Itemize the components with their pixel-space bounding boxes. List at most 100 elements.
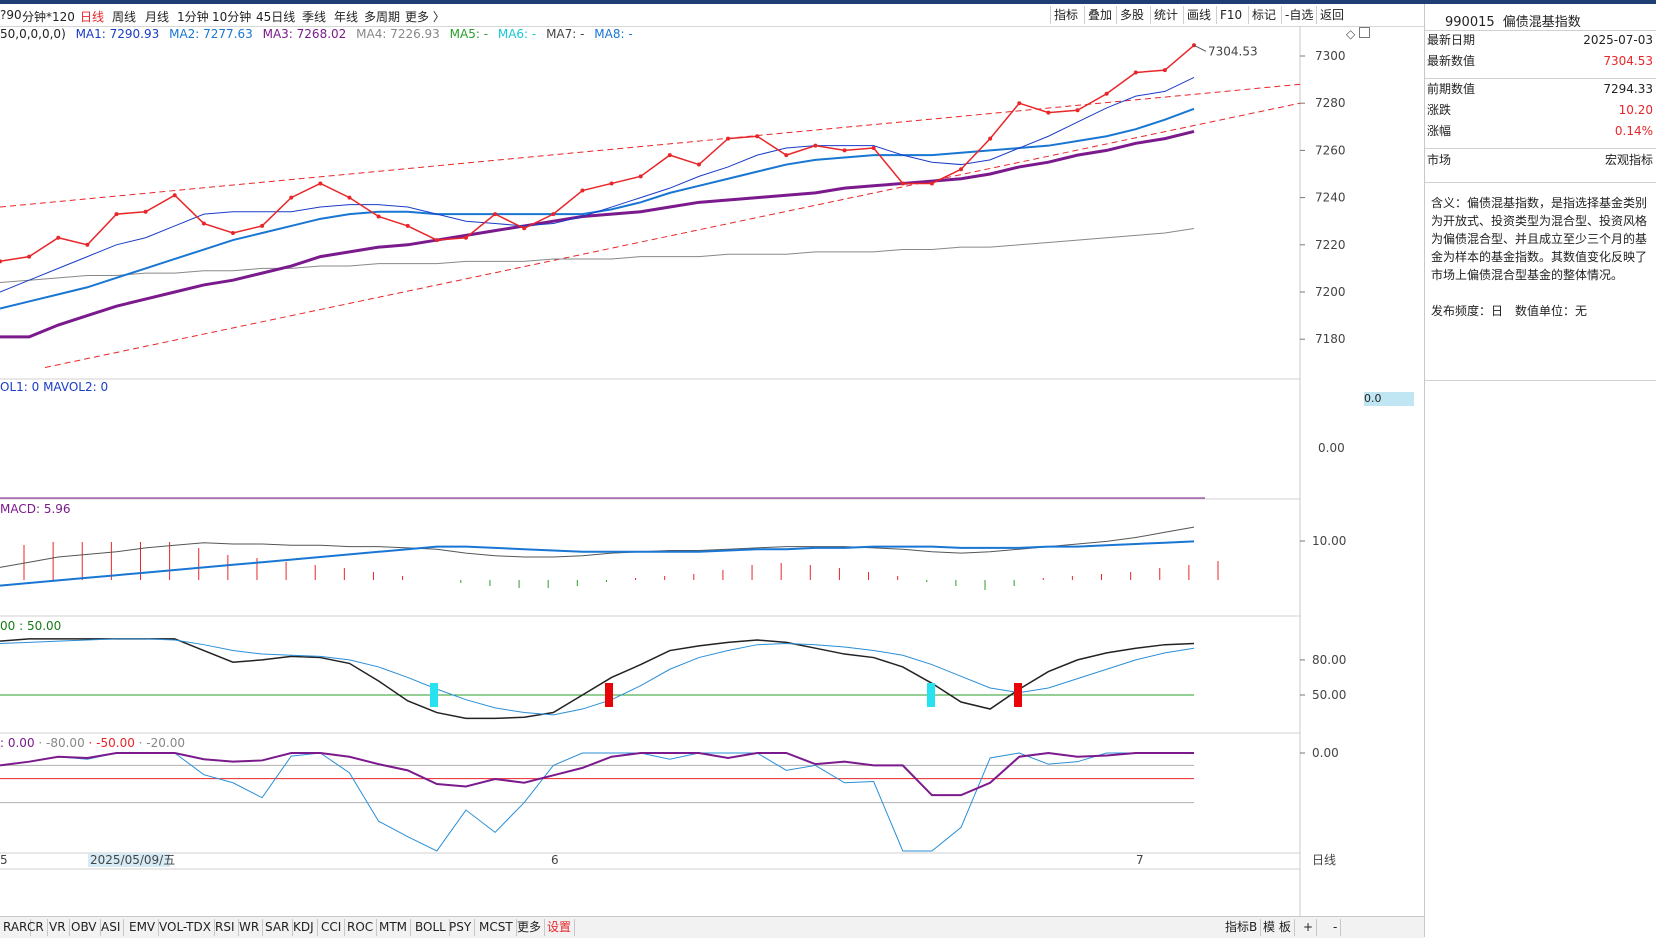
bottom-control-1[interactable]: 模 板 bbox=[1260, 919, 1295, 936]
date-label-period: 日线 bbox=[1312, 853, 1336, 867]
indicator-tab-15[interactable]: PSY bbox=[446, 919, 476, 936]
indicator-tab-6[interactable]: VOL-TDX bbox=[156, 919, 215, 936]
indicator-tab-14[interactable]: BOLL bbox=[412, 919, 450, 936]
ma4-value: MA4: 7226.93 bbox=[356, 27, 440, 41]
period-tab-7[interactable]: 45日线 bbox=[256, 10, 296, 24]
price-point bbox=[114, 212, 119, 217]
info-value: 0.14% bbox=[1614, 124, 1653, 138]
indicator-tab-5[interactable]: EMV bbox=[126, 919, 160, 936]
price-point bbox=[56, 235, 61, 240]
price-point bbox=[201, 221, 206, 226]
period-tab-0[interactable]: ?90 bbox=[0, 8, 22, 22]
period-tab-11[interactable]: 更多 〉 bbox=[405, 10, 445, 24]
info-value: 7304.53 bbox=[1603, 54, 1653, 68]
price-point bbox=[172, 193, 177, 198]
divider bbox=[1425, 78, 1656, 79]
price-point bbox=[347, 195, 352, 200]
date-highlight-box bbox=[88, 853, 170, 867]
price-point bbox=[289, 195, 294, 200]
toolbar-button-7[interactable]: -自选 bbox=[1281, 6, 1316, 24]
indicator-tab-2[interactable]: VR bbox=[46, 919, 70, 936]
indicator-tab-3[interactable]: OBV bbox=[68, 919, 101, 936]
axis-label-main: 7180 bbox=[1315, 332, 1346, 346]
info-label: 涨跌 bbox=[1427, 103, 1452, 117]
period-tab-1[interactable]: 分钟*120 bbox=[22, 10, 75, 24]
channel-upper-line bbox=[0, 83, 1301, 208]
vol-legend: OL1: 0 MAVOL2: 0 bbox=[0, 380, 109, 394]
indicator-tab-13[interactable]: MTM bbox=[376, 919, 412, 936]
kdj-signal-marker bbox=[430, 683, 438, 707]
toolbar-button-2[interactable]: 多股 bbox=[1116, 6, 1147, 24]
restore-icon[interactable] bbox=[1359, 27, 1371, 38]
indicator-tab-0[interactable]: RAR bbox=[0, 919, 32, 936]
indicator-tab-18[interactable]: 设置 bbox=[544, 919, 576, 936]
period-tab-6[interactable]: 10分钟 bbox=[212, 10, 252, 24]
axis-label-main: 7200 bbox=[1315, 285, 1346, 299]
period-tab-4[interactable]: 月线 bbox=[145, 10, 170, 24]
toolbar-button-4[interactable]: 画线 bbox=[1183, 6, 1214, 24]
bottom-control-0[interactable]: 指标B bbox=[1222, 919, 1262, 936]
wr-legend: : 0.00 · -80.00 · -50.00 · -20.00 bbox=[0, 736, 185, 750]
ma1-line bbox=[0, 76, 1195, 293]
ma2-value: MA2: 7277.63 bbox=[169, 27, 253, 41]
period-tab-2[interactable]: 日线 bbox=[80, 10, 105, 24]
wr-value: : 0.00 bbox=[0, 736, 35, 750]
price-point bbox=[27, 254, 32, 259]
ma7-value: MA7: - bbox=[546, 27, 585, 41]
axis-label-macd: 10.00 bbox=[1312, 534, 1346, 548]
divider bbox=[1425, 30, 1656, 31]
indicator-tab-16[interactable]: MCST bbox=[476, 919, 517, 936]
price-point bbox=[522, 226, 527, 231]
ma3-line bbox=[0, 130, 1195, 339]
indicator-tab-17[interactable]: 更多 bbox=[514, 919, 546, 936]
kdj-k-line bbox=[0, 638, 1195, 720]
kdj-d-line bbox=[0, 638, 1195, 716]
macd-legend: MACD: 5.96 bbox=[0, 502, 71, 516]
period-tab-8[interactable]: 季线 bbox=[302, 10, 327, 24]
toolbar-button-0[interactable]: 指标 bbox=[1050, 6, 1081, 24]
indicator-tab-10[interactable]: KDJ bbox=[290, 919, 318, 936]
channel-lower-line bbox=[44, 102, 1301, 369]
price-point bbox=[463, 235, 468, 240]
period-tab-5[interactable]: 1分钟 bbox=[177, 10, 209, 24]
indicator-tab-11[interactable]: CCI bbox=[318, 919, 346, 936]
period-tab-10[interactable]: 多周期 bbox=[364, 10, 401, 24]
axis-label-main: 7300 bbox=[1315, 49, 1346, 63]
price-point bbox=[143, 209, 148, 214]
price-point bbox=[988, 136, 993, 141]
bottom-control-3[interactable]: - bbox=[1330, 919, 1342, 936]
info-row: 最新日期 2025-07-03 bbox=[1427, 30, 1653, 50]
price-point bbox=[638, 174, 643, 179]
price-point bbox=[1017, 101, 1022, 106]
divider bbox=[1425, 148, 1656, 149]
toolbar-button-5[interactable]: F10 bbox=[1216, 6, 1245, 24]
bottom-control-2[interactable]: + bbox=[1300, 919, 1318, 936]
indicator-tab-12[interactable]: ROC bbox=[344, 919, 378, 936]
chart-ctrl-icons[interactable]: ◇ bbox=[1346, 27, 1371, 41]
indicator-tab-9[interactable]: SAR bbox=[262, 919, 294, 936]
vol-tag: 0.0 bbox=[1364, 392, 1414, 406]
price-point bbox=[434, 238, 439, 243]
price-point bbox=[813, 143, 818, 148]
indicator-tab-4[interactable]: ASI bbox=[98, 919, 125, 936]
period-toolbar: ?90 分钟*120 日线 周线 月线 1分钟 10分钟 45日线 季线 年线 多周期 更多 〉 指标叠… bbox=[0, 4, 1424, 27]
price-point bbox=[0, 259, 2, 264]
toolbar-button-1[interactable]: 叠加 bbox=[1084, 6, 1115, 24]
price-point bbox=[85, 242, 90, 247]
info-label: 涨幅 bbox=[1427, 124, 1452, 138]
price-point bbox=[696, 162, 701, 167]
frequency-text: 发布频度：日 数值单位：无 bbox=[1431, 304, 1588, 318]
indicator-tab-8[interactable]: WR bbox=[236, 919, 264, 936]
indicator-tab-7[interactable]: RSI bbox=[212, 919, 239, 936]
last-price-pointer bbox=[1193, 44, 1207, 52]
date-label-right: 7 bbox=[1136, 853, 1144, 867]
toolbar-button-3[interactable]: 统计 bbox=[1150, 6, 1181, 24]
price-point bbox=[609, 181, 614, 186]
info-label: 最新日期 bbox=[1427, 33, 1476, 47]
toolbar-button-6[interactable]: 标记 bbox=[1248, 6, 1279, 24]
kdj-signal-marker bbox=[1014, 683, 1022, 707]
toolbar-button-8[interactable]: 返回 bbox=[1316, 6, 1347, 24]
period-tab-3[interactable]: 周线 bbox=[112, 10, 137, 24]
indicator-tab-1[interactable]: CR bbox=[24, 919, 48, 936]
period-tab-9[interactable]: 年线 bbox=[334, 10, 359, 24]
